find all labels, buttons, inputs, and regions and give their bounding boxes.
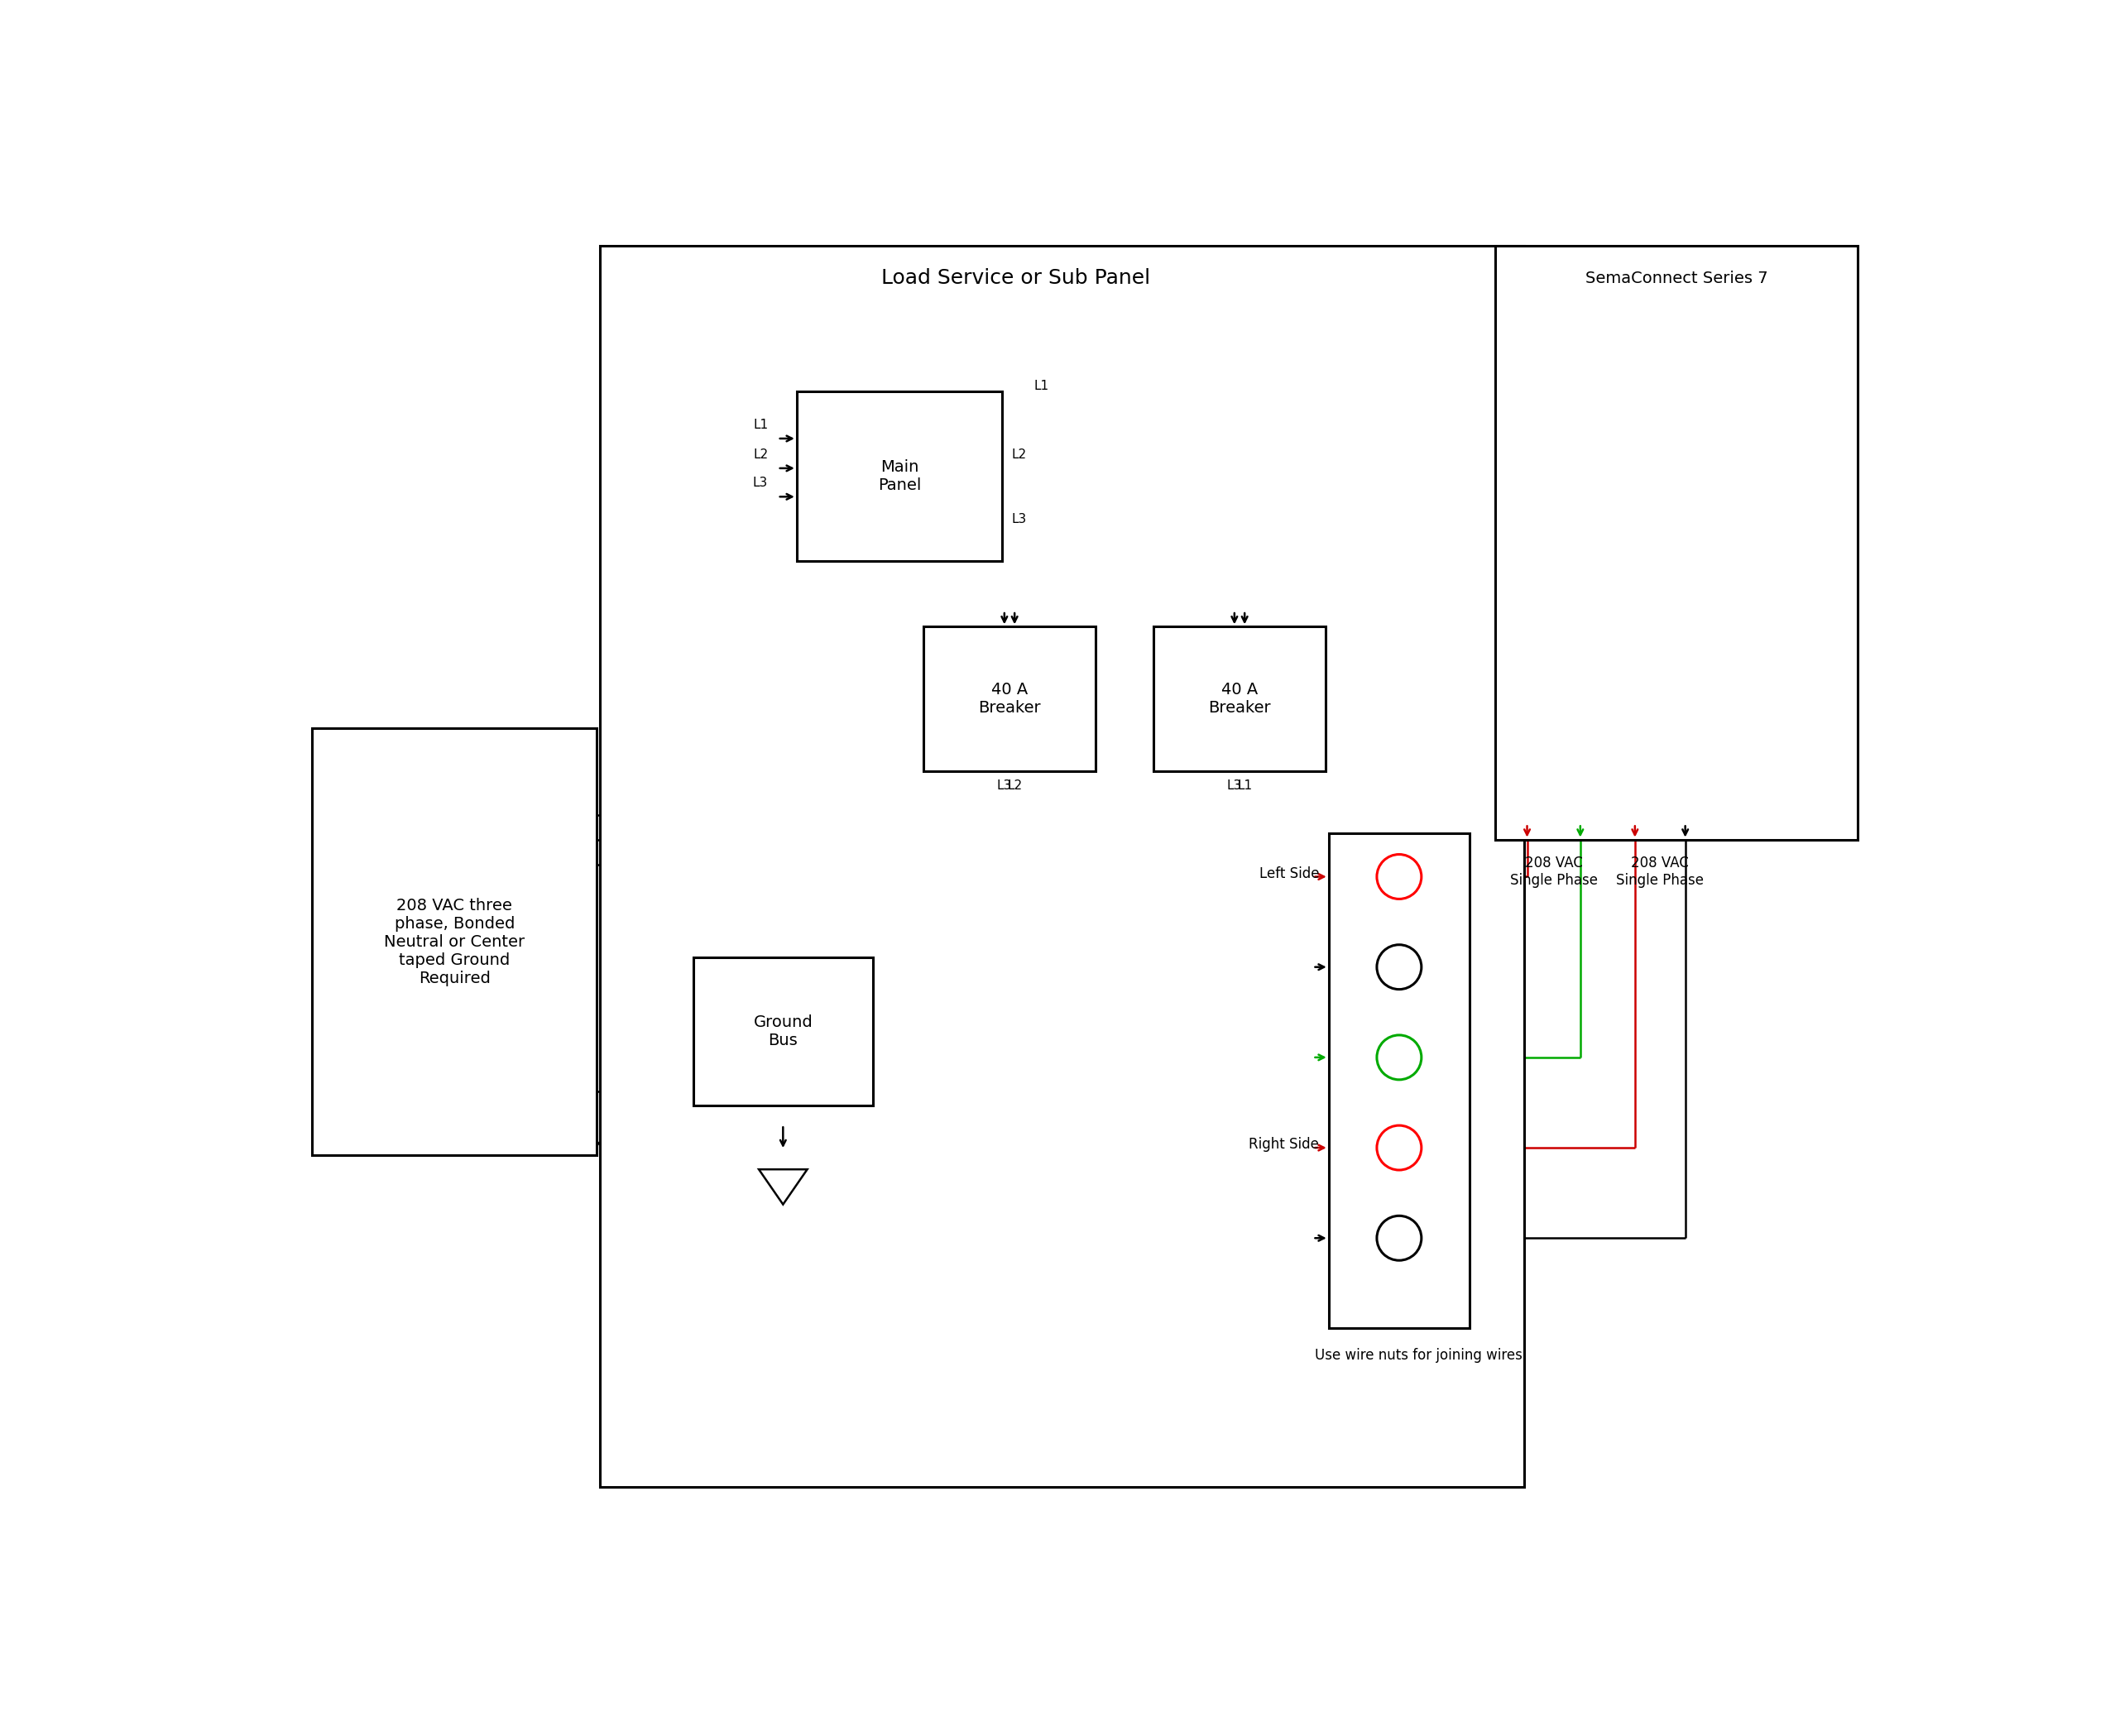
Bar xyxy=(1154,627,1325,771)
Text: Use wire nuts for joining wires: Use wire nuts for joining wires xyxy=(1315,1347,1521,1363)
Bar xyxy=(694,957,874,1106)
Bar xyxy=(599,245,1523,1486)
Text: L1: L1 xyxy=(1034,380,1049,392)
Text: L3: L3 xyxy=(753,477,768,490)
Bar xyxy=(1496,245,1857,840)
Bar xyxy=(798,392,1002,561)
Text: L3: L3 xyxy=(1013,512,1028,524)
Text: L2: L2 xyxy=(1013,448,1028,460)
Text: L2: L2 xyxy=(1006,779,1021,792)
Text: 208 VAC
Single Phase: 208 VAC Single Phase xyxy=(1616,856,1705,887)
Text: 208 VAC three
phase, Bonded
Neutral or Center
taped Ground
Required: 208 VAC three phase, Bonded Neutral or C… xyxy=(384,898,525,986)
Text: L2: L2 xyxy=(753,448,768,460)
Text: 40 A
Breaker: 40 A Breaker xyxy=(1209,682,1270,715)
Text: 40 A
Breaker: 40 A Breaker xyxy=(979,682,1040,715)
Text: Main
Panel: Main Panel xyxy=(878,460,922,493)
Bar xyxy=(924,627,1095,771)
Text: Ground
Bus: Ground Bus xyxy=(753,1014,812,1049)
Text: L3: L3 xyxy=(996,779,1013,792)
Text: L1: L1 xyxy=(753,418,768,431)
Text: SemaConnect Series 7: SemaConnect Series 7 xyxy=(1585,271,1768,286)
Bar xyxy=(1329,833,1469,1328)
Text: 208 VAC
Single Phase: 208 VAC Single Phase xyxy=(1511,856,1597,887)
Text: Left Side: Left Side xyxy=(1260,866,1319,880)
Text: L1: L1 xyxy=(1236,779,1251,792)
Text: L3: L3 xyxy=(1226,779,1243,792)
Bar xyxy=(312,727,597,1154)
Circle shape xyxy=(1378,1035,1422,1080)
Circle shape xyxy=(1378,854,1422,899)
Circle shape xyxy=(1378,1125,1422,1170)
Circle shape xyxy=(1378,944,1422,990)
Text: Load Service or Sub Panel: Load Service or Sub Panel xyxy=(882,267,1150,288)
Circle shape xyxy=(1378,1215,1422,1260)
Text: Right Side: Right Side xyxy=(1249,1137,1319,1153)
